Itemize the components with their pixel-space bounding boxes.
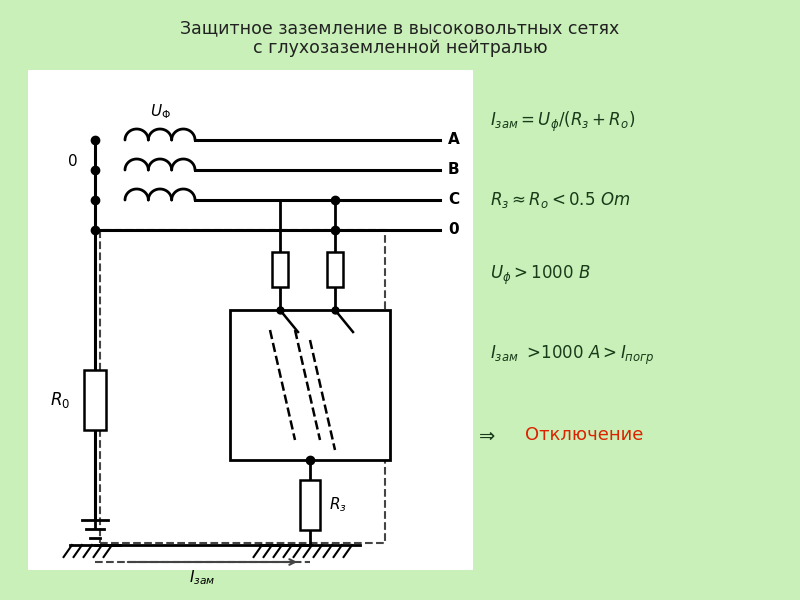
Text: A: A (448, 133, 460, 148)
Text: Отключение: Отключение (525, 426, 643, 444)
Bar (84, 370, 106, 430)
Bar (272, 252, 288, 287)
Text: $I_{зам} = U_{\phi}/(R_{з}+R_{о})$: $I_{зам} = U_{\phi}/(R_{з}+R_{о})$ (490, 110, 635, 134)
Bar (100, 230, 385, 543)
Text: C: C (448, 193, 459, 208)
Bar (28, 70, 473, 570)
Text: с глухозаземленной нейтралью: с глухозаземленной нейтралью (253, 39, 547, 57)
Text: $I_{зам}$: $I_{зам}$ (189, 569, 215, 587)
Text: $I_{зам}\ >\!1000\ А > I_{погр}$: $I_{зам}\ >\!1000\ А > I_{погр}$ (490, 343, 654, 367)
Text: Защитное заземление в высоковольтных сетях: Защитное заземление в высоковольтных сет… (180, 19, 620, 37)
Text: $R_{0}$: $R_{0}$ (50, 390, 70, 410)
Text: $R_{з}$: $R_{з}$ (329, 496, 347, 514)
Text: B: B (448, 163, 460, 178)
Bar (327, 252, 343, 287)
Text: $U_{\Phi}$: $U_{\Phi}$ (150, 103, 170, 121)
Text: 0: 0 (448, 223, 458, 238)
Text: 0: 0 (68, 154, 78, 169)
Bar (230, 310, 390, 460)
Text: $U_{\phi} > 1000\ В$: $U_{\phi} > 1000\ В$ (490, 263, 591, 287)
Text: $R_{з} \approx  R_{о} < 0.5\ Om$: $R_{з} \approx R_{о} < 0.5\ Om$ (490, 190, 630, 210)
Text: $\Rightarrow$: $\Rightarrow$ (475, 425, 496, 445)
Bar (300, 480, 320, 530)
